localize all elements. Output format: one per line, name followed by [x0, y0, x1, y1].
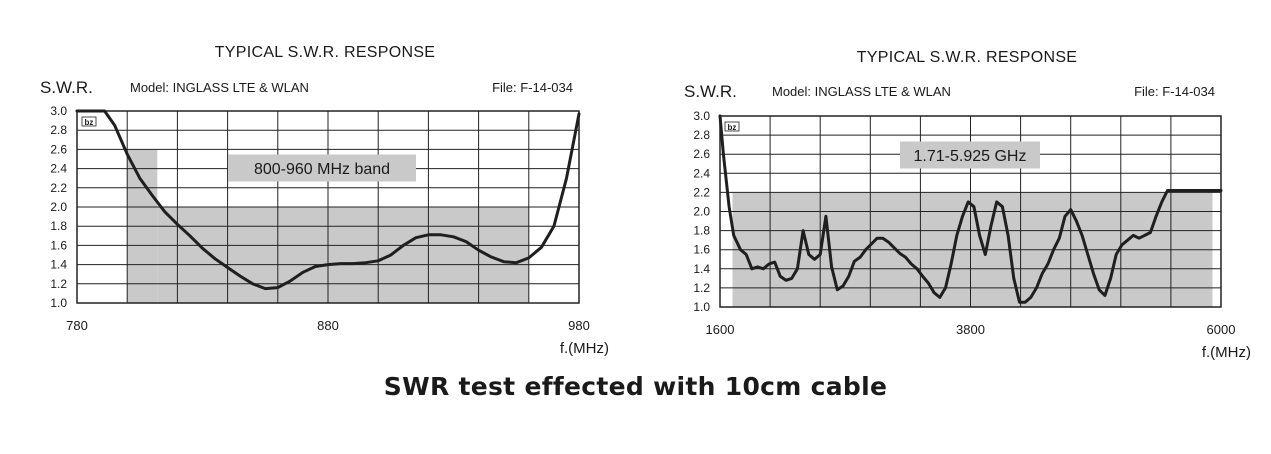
chart-1-y-tick-label: 2.6	[50, 142, 67, 156]
chart-2-y-tick-label: 1.6	[693, 243, 710, 257]
chart-2-y-tick-label: 1.2	[693, 281, 710, 295]
chart-2-y-tick-label: 2.4	[693, 166, 710, 180]
chart-1-logo-box	[81, 116, 97, 127]
chart-2-y-tick-label: 3.0	[693, 109, 710, 123]
chart-1-band-region-2	[157, 207, 529, 303]
chart-1-y-tick-label: 1.8	[50, 219, 67, 233]
chart-1-y-tick-label: 2.8	[50, 123, 67, 137]
chart-2-x-tick-label: 1600	[706, 322, 735, 337]
chart-1-x-tick-label: 880	[317, 318, 339, 333]
chart-1-y-tick-label: 1.2	[50, 277, 67, 291]
chart-2-swr-curve	[718, 114, 1223, 304]
chart-1-y-tick-label: 2.0	[50, 200, 67, 214]
chart-1-swr-curve	[75, 109, 581, 291]
chart-1-title: TYPICAL S.W.R. RESPONSE	[215, 44, 436, 61]
chart-1-logo-text: bz	[85, 118, 94, 127]
chart-2-file-label: File: F-14-034	[1134, 84, 1215, 99]
chart-2-y-tick-label: 1.0	[693, 300, 710, 314]
chart-1-model-label: Model: INGLASS LTE & WLAN	[130, 80, 309, 95]
chart-1-y-tick-label: 3.0	[50, 104, 67, 118]
chart-1-y-tick-label: 1.0	[50, 296, 67, 310]
chart-2-y-tick-label: 1.4	[693, 262, 710, 276]
chart-2-y-tick-label: 1.8	[693, 224, 710, 238]
chart-2-y-tick-label: 2.8	[693, 128, 710, 142]
chart-1-y-axis-label: S.W.R.	[40, 78, 93, 97]
chart-1-y-tick-label: 1.4	[50, 258, 67, 272]
chart-2-x-axis-label: f.(MHz)	[1202, 344, 1251, 361]
chart-2-model-label: Model: INGLASS LTE & WLAN	[772, 84, 951, 99]
chart-2-x-tick-label: 6000	[1207, 322, 1236, 337]
chart-1-plot-frame	[76, 110, 580, 304]
chart-2-logo-box	[724, 121, 740, 132]
chart-1-y-tick-label: 2.4	[50, 162, 67, 176]
chart-2-y-tick-label: 2.6	[693, 147, 710, 161]
chart-1-x-tick-label: 780	[66, 318, 88, 333]
chart-1-y-tick-label: 2.2	[50, 181, 67, 195]
chart-2-y-axis-label: S.W.R.	[684, 82, 737, 101]
chart-2-plot-frame	[719, 115, 1222, 308]
chart-2-title: TYPICAL S.W.R. RESPONSE	[857, 49, 1078, 66]
chart-2-x-tick-label: 3800	[956, 322, 985, 337]
chart-1-y-tick-label: 1.6	[50, 238, 67, 252]
chart-1-file-label: File: F-14-034	[492, 80, 573, 95]
chart-1-band-label-box	[228, 154, 416, 182]
caption-text: SWR test effected with 10cm cable	[383, 372, 888, 401]
chart-1-x-axis-label: f.(MHz)	[560, 340, 609, 357]
chart-2-logo-text: bz	[728, 123, 737, 132]
chart-1-band-label: 800-960 MHz band	[254, 161, 390, 178]
chart-2-band-label-box	[900, 141, 1040, 169]
chart-1-x-tick-label: 980	[568, 318, 590, 333]
chart-2-band-label: 1.71-5.925 GHz	[914, 148, 1027, 165]
chart-2-y-tick-label: 2.2	[693, 185, 710, 199]
chart-2-y-tick-label: 2.0	[693, 205, 710, 219]
